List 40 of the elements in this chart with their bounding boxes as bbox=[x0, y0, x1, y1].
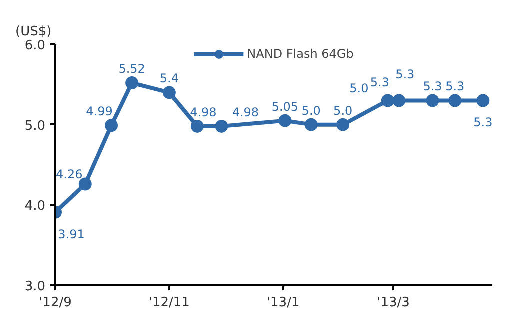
y-tick-label: 6.0 bbox=[24, 38, 46, 54]
data-label: 5.3 bbox=[474, 116, 493, 130]
y-tick-label: 5.0 bbox=[24, 118, 46, 134]
data-label: 5.05 bbox=[272, 100, 299, 114]
y-axis-title: (US$) bbox=[16, 24, 52, 40]
point bbox=[78, 178, 92, 191]
point bbox=[448, 94, 462, 108]
point bbox=[392, 94, 406, 108]
y-tick-label: 3.0 bbox=[24, 280, 46, 294]
data-label: 5.4 bbox=[160, 72, 179, 86]
x-tick-label: '13/3 bbox=[377, 296, 410, 310]
legend-label: NAND Flash 64Gb bbox=[247, 47, 354, 61]
data-label: 4.26 bbox=[56, 167, 83, 182]
point bbox=[278, 114, 292, 128]
x-tick-label: '12/9 bbox=[39, 296, 72, 310]
data-label: 4.99 bbox=[86, 104, 113, 119]
data-label: 5.3 bbox=[396, 68, 415, 82]
point bbox=[190, 120, 204, 133]
data-label: 5.0 bbox=[334, 104, 353, 118]
data-label: 4.98 bbox=[190, 105, 217, 120]
point bbox=[304, 118, 318, 132]
point bbox=[336, 118, 350, 132]
point bbox=[381, 94, 394, 108]
x-tick-label: '12/11 bbox=[148, 296, 190, 310]
data-label: 5.52 bbox=[118, 62, 146, 76]
data-label: 5.0 bbox=[302, 104, 321, 118]
point bbox=[215, 120, 228, 133]
data-label: 3.91 bbox=[58, 227, 85, 242]
point bbox=[476, 94, 490, 108]
data-label: 5.3 bbox=[423, 80, 442, 94]
x-tick-label: '13/1 bbox=[266, 296, 300, 310]
annotation: 5.0 bbox=[350, 82, 369, 96]
point bbox=[105, 119, 118, 132]
data-label: 5.3 bbox=[370, 76, 390, 90]
point bbox=[426, 94, 440, 108]
point bbox=[126, 76, 139, 90]
data-label: 5.3 bbox=[446, 80, 465, 94]
y-tick-label: 4.0 bbox=[24, 199, 46, 214]
point bbox=[162, 86, 176, 100]
data-label: 4.98 bbox=[232, 105, 260, 120]
